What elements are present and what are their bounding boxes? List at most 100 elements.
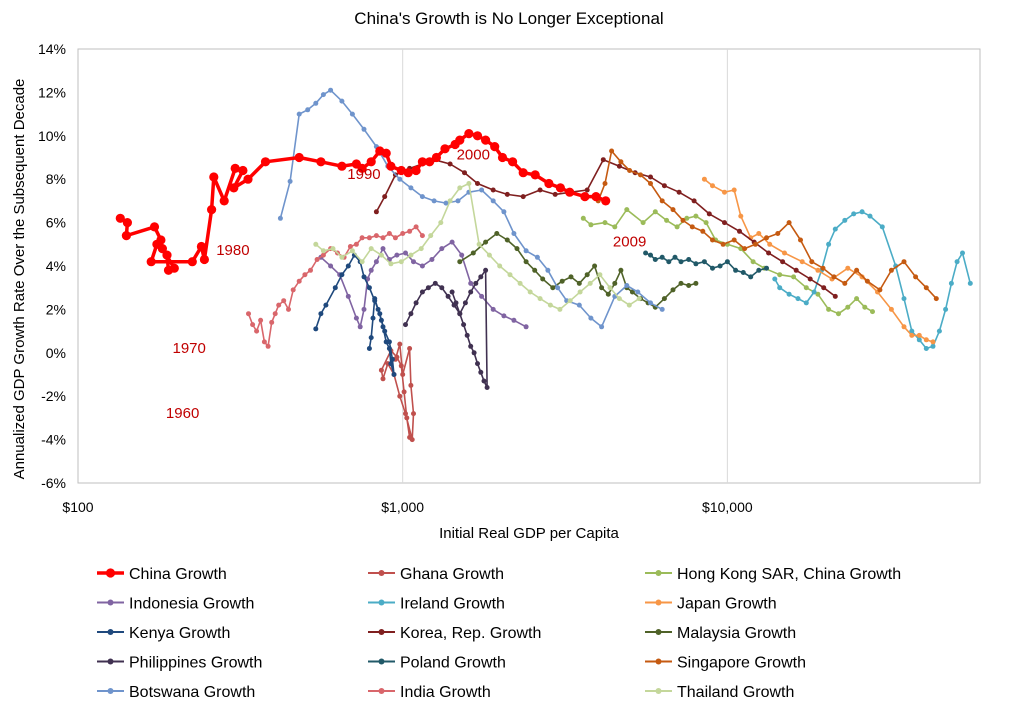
data-point bbox=[607, 285, 613, 291]
data-point bbox=[359, 259, 365, 265]
data-point bbox=[867, 213, 873, 219]
data-point bbox=[836, 311, 841, 317]
data-point bbox=[775, 231, 781, 236]
data-point bbox=[339, 254, 345, 260]
data-point bbox=[464, 129, 474, 139]
data-point bbox=[483, 239, 489, 245]
legend-marker bbox=[655, 658, 662, 665]
data-point bbox=[403, 322, 408, 328]
data-point bbox=[534, 254, 540, 260]
data-point bbox=[230, 163, 240, 173]
data-point bbox=[724, 259, 730, 265]
x-tick-label: $1,000 bbox=[381, 499, 424, 515]
series-japan-growth bbox=[701, 176, 936, 345]
data-point bbox=[511, 317, 517, 323]
data-point bbox=[313, 241, 319, 247]
data-point bbox=[680, 217, 686, 223]
data-point bbox=[821, 285, 827, 291]
data-point bbox=[404, 415, 410, 421]
data-point bbox=[831, 274, 837, 280]
data-point bbox=[764, 235, 769, 241]
data-point bbox=[832, 226, 838, 232]
data-point bbox=[504, 237, 510, 243]
y-tick-label: 2% bbox=[46, 301, 66, 317]
data-point bbox=[353, 241, 359, 247]
legend-marker bbox=[655, 688, 662, 694]
data-point bbox=[471, 350, 477, 356]
data-point bbox=[652, 257, 658, 262]
data-point bbox=[328, 263, 334, 269]
data-point bbox=[243, 174, 253, 184]
legend-label: India Growth bbox=[400, 684, 491, 701]
data-point bbox=[545, 267, 551, 273]
data-point bbox=[618, 267, 624, 273]
year-annotation: 1980 bbox=[216, 242, 249, 259]
data-point bbox=[146, 257, 156, 267]
data-point bbox=[678, 280, 684, 286]
series-line bbox=[320, 241, 527, 328]
data-point bbox=[514, 246, 520, 252]
data-point bbox=[588, 222, 594, 228]
data-point bbox=[547, 302, 553, 308]
data-point bbox=[706, 211, 712, 217]
data-point bbox=[479, 187, 485, 193]
data-point bbox=[411, 259, 416, 265]
y-tick-label: 4% bbox=[46, 258, 66, 274]
year-annotation: 1970 bbox=[172, 340, 205, 357]
data-point bbox=[815, 291, 821, 297]
data-point bbox=[767, 241, 773, 247]
legend-marker bbox=[655, 599, 662, 606]
data-point bbox=[640, 220, 646, 226]
data-point bbox=[756, 267, 762, 273]
year-annotation: 1990 bbox=[347, 166, 380, 183]
data-point bbox=[398, 363, 404, 369]
data-point bbox=[162, 250, 172, 260]
data-point bbox=[490, 198, 496, 204]
data-point bbox=[368, 267, 374, 273]
data-point bbox=[550, 285, 556, 291]
data-point bbox=[793, 267, 799, 273]
y-tick-label: -2% bbox=[41, 388, 66, 404]
data-point bbox=[313, 100, 319, 106]
data-point bbox=[913, 274, 919, 280]
grid-lines bbox=[402, 49, 728, 483]
data-point bbox=[740, 270, 746, 275]
data-point bbox=[948, 280, 954, 286]
data-point bbox=[923, 346, 929, 351]
data-point bbox=[798, 237, 803, 243]
data-point bbox=[862, 304, 868, 310]
data-point bbox=[473, 280, 479, 286]
data-point bbox=[576, 280, 582, 286]
y-tick-label: 12% bbox=[38, 84, 66, 100]
data-point bbox=[320, 252, 326, 258]
data-point bbox=[731, 237, 737, 243]
data-point bbox=[419, 233, 425, 239]
data-point bbox=[468, 343, 474, 349]
data-point bbox=[777, 285, 783, 291]
data-point bbox=[361, 274, 367, 280]
data-point bbox=[370, 315, 376, 321]
data-point bbox=[481, 135, 491, 145]
data-point bbox=[643, 250, 649, 256]
data-point bbox=[258, 317, 264, 323]
data-point bbox=[555, 183, 566, 193]
data-point bbox=[954, 259, 960, 265]
legend-marker bbox=[378, 570, 385, 576]
series-line bbox=[119, 131, 607, 273]
data-point bbox=[443, 200, 449, 206]
data-point bbox=[888, 306, 894, 312]
data-point bbox=[807, 276, 813, 282]
data-point bbox=[722, 220, 727, 226]
legend-label: Philippines Growth bbox=[129, 655, 262, 672]
data-point bbox=[670, 287, 676, 293]
data-point bbox=[397, 341, 403, 347]
data-point bbox=[403, 168, 413, 178]
data-point bbox=[417, 157, 427, 167]
data-point bbox=[537, 296, 543, 302]
data-point bbox=[497, 152, 508, 163]
data-point bbox=[328, 87, 334, 93]
legend-marker bbox=[107, 629, 114, 635]
data-point bbox=[411, 411, 416, 417]
data-point bbox=[854, 296, 860, 302]
